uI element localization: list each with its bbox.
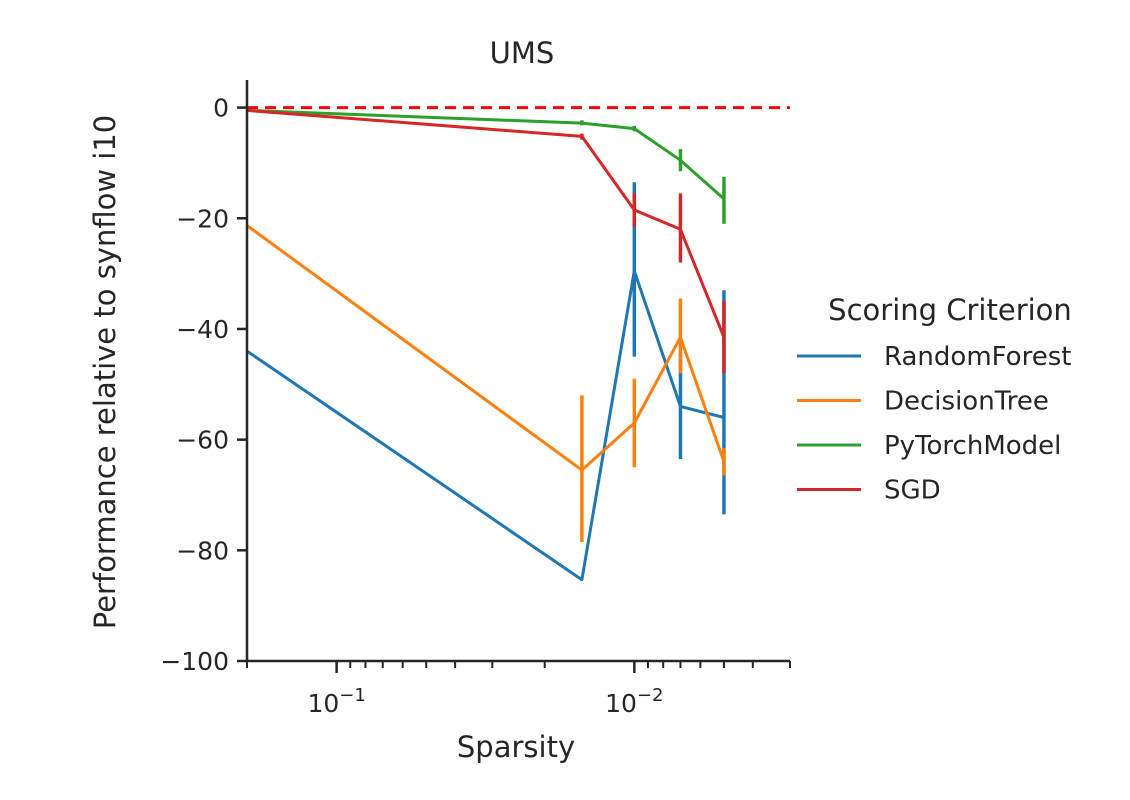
- legend-label-pytorchmodel: PyTorchModel: [884, 431, 1061, 461]
- y-tick-label: −20: [176, 204, 229, 233]
- x-axis-label: Sparsity: [457, 730, 575, 764]
- legend-label-randomforest: RandomForest: [884, 342, 1071, 372]
- y-tick-label: −60: [176, 426, 229, 455]
- x-axis-ticks: 10−1 10−2: [246, 661, 791, 718]
- legend: Scoring Criterion RandomForest DecisionTr…: [797, 293, 1072, 506]
- plot-area: [246, 106, 790, 582]
- x-tick-label: 10−1: [307, 685, 365, 718]
- y-axis-label: Performance relative to synflow i10: [88, 115, 122, 629]
- legend-label-decisiontree: DecisionTree: [884, 387, 1049, 417]
- series-line-decisiontree: [246, 224, 726, 472]
- y-tick-label: 0: [213, 94, 229, 123]
- legend-items: RandomForest DecisionTree PyTorchModel SGD: [797, 342, 1071, 506]
- y-tick-label: −40: [176, 315, 229, 344]
- series-line-sgd: [246, 108, 726, 338]
- y-tick-label: −100: [160, 647, 229, 676]
- legend-label-sgd: SGD: [884, 476, 941, 506]
- x-tick-label: 10−2: [605, 685, 663, 718]
- y-axis-ticks: 0 −20 −40 −60 −80 −100: [160, 94, 247, 676]
- series-line-pytorchmodel: [246, 108, 725, 201]
- y-tick-label: −80: [176, 536, 229, 565]
- series-layer: [246, 108, 726, 582]
- legend-title: Scoring Criterion: [828, 293, 1072, 327]
- series-line-randomforest: [246, 269, 725, 582]
- chart-title: UMS: [490, 36, 555, 70]
